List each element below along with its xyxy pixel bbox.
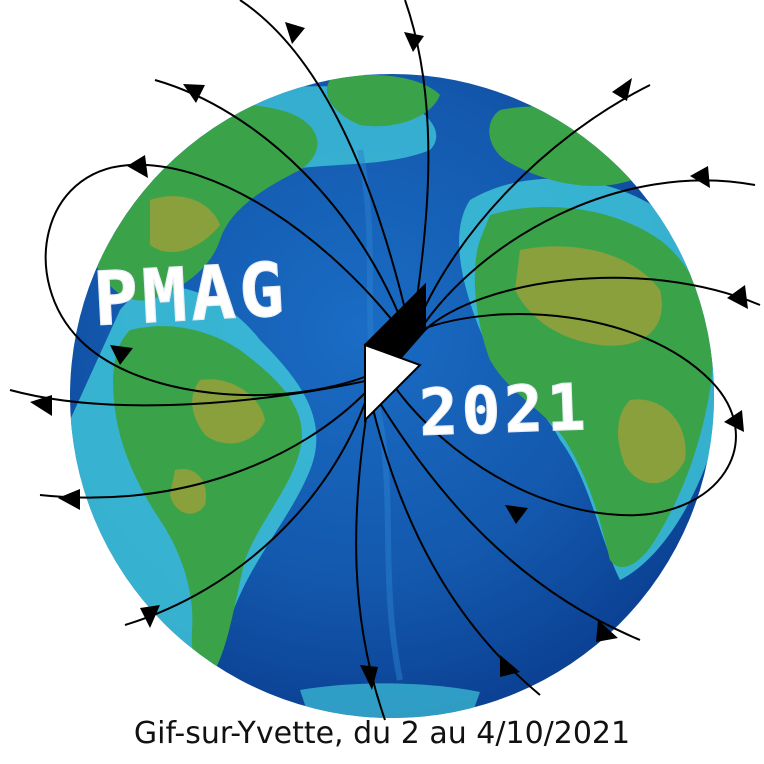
field-line	[414, 84, 651, 331]
arrowhead	[285, 22, 305, 44]
arrowhead	[140, 605, 160, 628]
field-line	[44, 163, 401, 397]
arrowhead	[404, 32, 424, 52]
field-line	[424, 276, 761, 331]
arrowhead	[360, 665, 378, 690]
triangle-arrowhead-icon	[30, 22, 748, 690]
field-line	[377, 399, 641, 641]
field-line	[124, 399, 367, 626]
field-line	[9, 379, 371, 407]
arrowhead	[690, 166, 710, 188]
arrowhead	[727, 285, 748, 309]
field-line	[389, 313, 737, 517]
logo-text-year: 2021	[418, 371, 591, 451]
arrowhead	[724, 410, 744, 432]
field-line	[39, 389, 369, 499]
event-caption: Gif-sur-Yvette, du 2 au 4/10/2021	[133, 716, 631, 751]
arrowhead	[505, 505, 528, 524]
arrowhead	[183, 84, 205, 103]
arrowhead	[110, 345, 133, 365]
arrowhead	[596, 620, 618, 642]
arrowhead	[58, 489, 80, 510]
arrowhead	[30, 395, 52, 416]
magnet-dipole-arrow-icon	[363, 282, 426, 423]
arrowhead	[127, 155, 148, 178]
field-line	[239, 0, 411, 331]
arrowhead	[612, 78, 632, 101]
arrowhead	[500, 655, 520, 677]
earth-globe	[70, 74, 714, 718]
logo-text-pmag: PMAG	[91, 247, 289, 343]
